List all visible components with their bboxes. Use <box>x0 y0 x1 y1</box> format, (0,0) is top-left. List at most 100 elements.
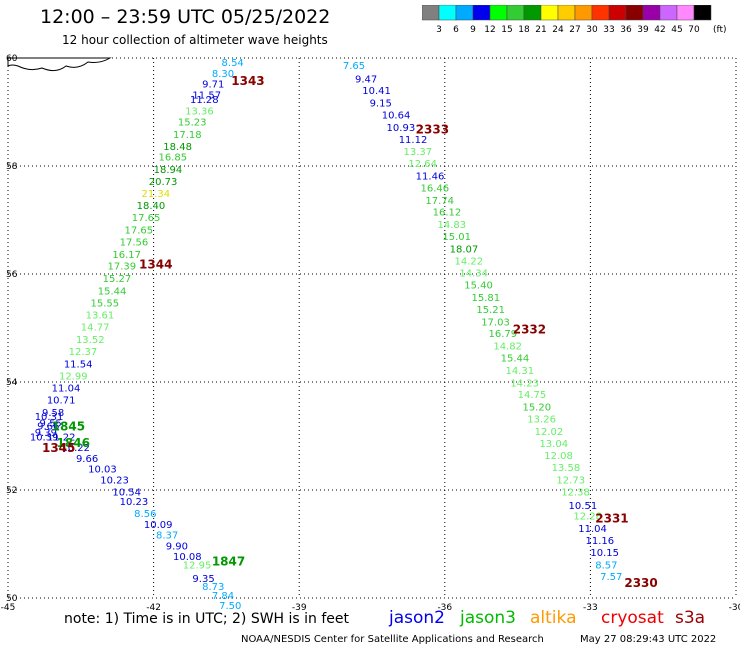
wave-height-label: 10.93 <box>387 123 416 134</box>
wave-height-label: 12.73 <box>556 476 585 487</box>
legend-tick-label: 36 <box>620 25 632 35</box>
pass-number-label: 1845 <box>52 420 85 434</box>
wave-height-label: 15.55 <box>91 298 120 309</box>
wave-height-label: 9.66 <box>37 422 59 433</box>
wave-height-label: 14.22 <box>455 256 484 267</box>
wave-height-label: 10.41 <box>362 86 391 97</box>
wave-height-label: 13.36 <box>185 107 214 118</box>
x-tick-label: -45 <box>1 603 16 613</box>
wave-height-label: 9.35 <box>192 574 214 585</box>
wave-height-label: 18.94 <box>154 165 183 176</box>
wave-height-label: 12.28 <box>573 512 602 523</box>
x-tick-label: -42 <box>146 603 161 613</box>
legend-tick-label: 45 <box>671 25 682 35</box>
wave-height-label: 18.40 <box>137 201 166 212</box>
wave-height-label: 15.01 <box>442 232 471 243</box>
wave-height-label: 9.66 <box>76 454 98 465</box>
wave-height-label: 17.18 <box>173 130 202 141</box>
legend-jason3: jason3 <box>460 608 516 628</box>
footer-timestamp: May 27 08:29:43 UTC 2022 <box>580 634 717 645</box>
wave-height-label: 8.30 <box>212 69 234 80</box>
wave-height-label: 10.08 <box>173 552 202 563</box>
wave-height-label: 16.79 <box>488 329 517 340</box>
legend-tick-label: 42 <box>654 25 665 35</box>
wave-height-label: 10.23 <box>100 476 129 487</box>
y-tick-label: 58 <box>6 162 18 172</box>
legend-cryosat: cryosat <box>601 608 664 628</box>
wave-height-label: 7.65 <box>343 61 365 72</box>
wave-height-label: 10.03 <box>88 465 117 476</box>
wave-height-label: 15.81 <box>471 293 500 304</box>
wave-height-label: 16.46 <box>421 183 450 194</box>
wave-height-label: 7.57 <box>600 572 622 583</box>
pass-number-label: 2333 <box>416 123 449 137</box>
wave-height-label: 14.34 <box>459 269 488 280</box>
legend-swatch <box>693 5 712 21</box>
wave-height-label: 8.57 <box>595 560 617 571</box>
wave-height-label: 11.04 <box>52 384 81 395</box>
legend-tick-label: 24 <box>552 25 564 35</box>
wave-height-label: 11.04 <box>578 524 607 535</box>
wave-height-label: 10.09 <box>144 520 173 531</box>
wave-height-label: 10.15 <box>590 548 619 559</box>
pass-number-label: 1846 <box>57 436 90 450</box>
wave-height-label: 17.74 <box>425 196 454 207</box>
legend-s3a: s3a <box>675 608 706 628</box>
wave-height-label: 14.75 <box>518 390 547 401</box>
wave-height-label: 13.04 <box>539 439 568 450</box>
pass-number-label: 1345 <box>42 441 75 455</box>
legend-tick-label: 18 <box>518 25 530 35</box>
pass-number-label: 2330 <box>624 576 657 590</box>
wave-height-label: 7.84 <box>212 591 234 602</box>
wave-height-label: 13.58 <box>552 463 581 474</box>
legend-tick-label: 3 <box>436 25 442 35</box>
legend-jason2: jason2 <box>389 608 445 628</box>
wave-height-label: 15.21 <box>476 305 505 316</box>
wave-height-label: 12.95 <box>183 560 212 571</box>
wave-height-label: 11.12 <box>399 135 428 146</box>
wave-height-label: 14.83 <box>438 220 467 231</box>
wave-height-label: 14.77 <box>81 323 110 334</box>
footer-note: note: 1) Time is in UTC; 2) SWH is in fe… <box>64 611 350 627</box>
wave-height-label: 14.31 <box>505 366 534 377</box>
wave-height-label: 17.65 <box>124 226 153 237</box>
legend-tick-label: 33 <box>603 25 614 35</box>
wave-height-label: 21.34 <box>141 189 170 200</box>
wave-height-label: 10.39 <box>30 432 59 443</box>
wave-height-label: 15.20 <box>522 403 551 414</box>
wave-height-label: 11.54 <box>64 359 93 370</box>
wave-height-label: 18.07 <box>450 244 479 255</box>
wave-height-label: 12.38 <box>561 487 590 498</box>
wave-height-label: 9.71 <box>202 80 224 91</box>
x-tick-label: -36 <box>437 603 452 613</box>
wave-height-label: 12.08 <box>544 451 573 462</box>
page-subtitle: 12 hour collection of altimeter wave hei… <box>62 33 328 47</box>
wave-height-label: 9.58 <box>42 408 64 419</box>
coastline <box>7 57 112 72</box>
wave-height-label: 12.37 <box>69 347 98 358</box>
legend-tick-label: 27 <box>569 25 580 35</box>
wave-height-label: 8.73 <box>202 582 224 593</box>
pass-number-label: 2332 <box>513 322 546 336</box>
legend-tick-label: 70 <box>688 25 700 35</box>
pass-number-label: 1847 <box>212 555 245 569</box>
wave-height-label: 16.85 <box>158 153 187 164</box>
wave-height-label: 9.47 <box>355 74 377 85</box>
footer-credit: NOAA/NESDIS Center for Satellite Applica… <box>241 634 544 645</box>
wave-height-label: 14.23 <box>510 378 539 389</box>
legend-tick-label: 30 <box>586 25 598 35</box>
wave-height-label: 13.37 <box>404 147 433 158</box>
wave-height-label: 13.61 <box>86 310 115 321</box>
wave-height-label: 8.54 <box>222 58 244 69</box>
wave-height-label: 12.99 <box>59 371 88 382</box>
legend-tick-label: 9 <box>470 25 476 35</box>
wave-height-label: 13.26 <box>527 415 556 426</box>
wave-height-label: 17.03 <box>481 317 510 328</box>
legend-tick-label: 21 <box>535 25 546 35</box>
wave-height-label: 14.82 <box>493 342 522 353</box>
wave-height-label: 10.71 <box>47 396 76 407</box>
wave-height-label: 13.52 <box>76 335 105 346</box>
wave-height-label: 11.46 <box>416 172 445 183</box>
x-tick-label: -39 <box>292 603 307 613</box>
wave-height-label: 10.23 <box>120 497 149 508</box>
